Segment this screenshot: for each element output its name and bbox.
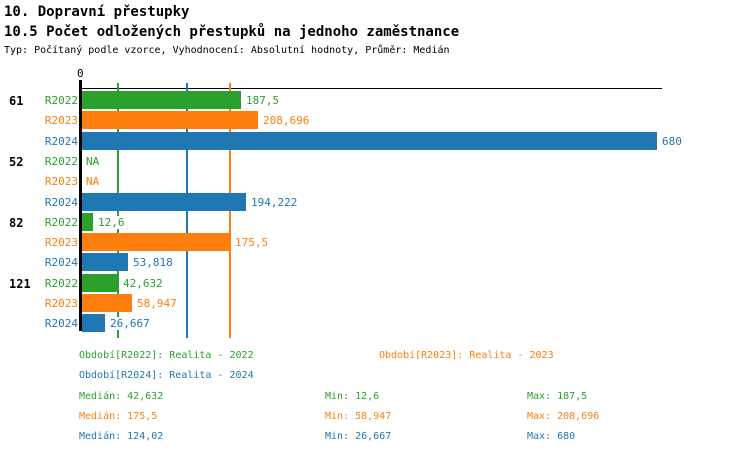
- series-label-r2023: R2023: [44, 175, 78, 188]
- chart-meta: Typ: Počítaný podle vzorce, Vyhodnocení:…: [4, 45, 450, 56]
- stat-min-r2024: Min: 26,667: [325, 431, 392, 442]
- stat-max-r2022: Max: 187,5: [527, 391, 588, 402]
- series-label-r2024: R2024: [44, 317, 78, 330]
- series-label-r2022: R2022: [44, 94, 78, 107]
- bar-r2022: [82, 213, 93, 231]
- legend-period-r2022: Období[R2022]: Realita - 2022: [79, 350, 254, 361]
- bar-r2022: [82, 274, 118, 292]
- bar-r2024: [82, 193, 246, 211]
- series-label-r2023: R2023: [44, 297, 78, 310]
- bar-r2022: [82, 91, 241, 109]
- series-label-r2023: R2023: [44, 236, 78, 249]
- chart-subtitle: 10.5 Počet odložených přestupků na jedno…: [4, 24, 460, 40]
- value-label: 26,667: [110, 317, 150, 330]
- series-label-r2022: R2022: [44, 216, 78, 229]
- group-label: 52: [9, 155, 24, 169]
- stat-min-r2022: Min: 12,6: [325, 391, 380, 402]
- legend-period-r2024: Období[R2024]: Realita - 2024: [79, 370, 254, 381]
- bar-r2023: [82, 111, 258, 129]
- series-label-r2024: R2024: [44, 256, 78, 269]
- bar-r2024: [82, 314, 105, 332]
- chart-title: 10. Dopravní přestupky: [4, 4, 190, 20]
- value-label: 53,818: [133, 256, 173, 269]
- group-label: 82: [9, 216, 24, 230]
- series-label-r2023: R2023: [44, 114, 78, 127]
- bar-r2024: [82, 253, 128, 271]
- bar-r2023: [82, 294, 132, 312]
- group-label: 61: [9, 94, 24, 108]
- bar-r2024: [82, 132, 657, 150]
- value-label: 187,5: [246, 94, 280, 107]
- stat-max-r2023: Max: 208,696: [527, 411, 600, 422]
- value-label: 194,222: [251, 196, 298, 209]
- series-label-r2022: R2022: [44, 277, 78, 290]
- series-label-r2024: R2024: [44, 196, 78, 209]
- axis-origin-label: 0: [77, 67, 84, 80]
- stat-min-r2023: Min: 58,947: [325, 411, 392, 422]
- value-label: 208,696: [263, 114, 310, 127]
- axis-baseline: [79, 80, 82, 331]
- stat-median-r2023: Medián: 175,5: [79, 411, 158, 422]
- stat-median-r2024: Medián: 124,02: [79, 431, 164, 442]
- group-label: 121: [9, 277, 31, 291]
- value-label: 175,5: [235, 236, 269, 249]
- stat-median-r2022: Medián: 42,632: [79, 391, 164, 402]
- value-label: NA: [86, 155, 100, 168]
- legend-period-r2023: Období[R2023]: Realita - 2023: [379, 350, 554, 361]
- value-label: 58,947: [137, 297, 177, 310]
- series-label-r2024: R2024: [44, 135, 78, 148]
- series-label-r2022: R2022: [44, 155, 78, 168]
- axis-top-line: [81, 88, 662, 89]
- value-label: 12,6: [98, 216, 125, 229]
- stat-max-r2024: Max: 680: [527, 431, 576, 442]
- value-label: 680: [662, 135, 682, 148]
- bar-r2023: [82, 233, 230, 251]
- value-label: 42,632: [123, 277, 163, 290]
- value-label: NA: [86, 175, 100, 188]
